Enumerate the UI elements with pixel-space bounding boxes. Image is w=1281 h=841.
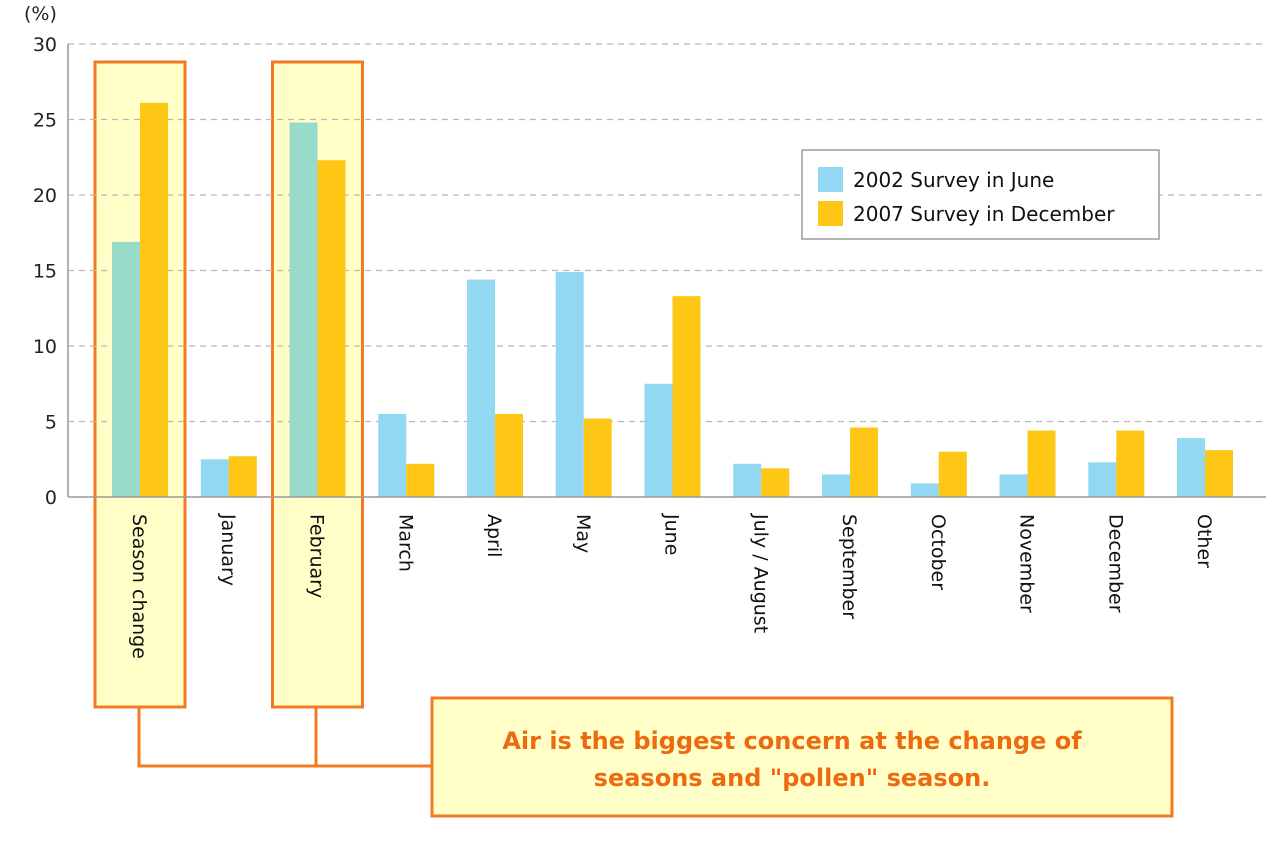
x-label-january: January xyxy=(217,513,239,586)
legend-box xyxy=(801,149,1160,240)
y-tick-label: 10 xyxy=(33,336,57,358)
bar-season-change-2007 xyxy=(140,102,168,497)
bar-july-august-2002 xyxy=(733,463,762,497)
bar-november-2007 xyxy=(1027,430,1056,497)
legend: 2002 Survey in June 2007 Survey in Decem… xyxy=(801,149,1160,240)
bar-season-change-2002 xyxy=(112,241,140,497)
bar-july-august-2007 xyxy=(761,468,790,497)
bar-january-2002 xyxy=(200,459,229,497)
bar-february-2007 xyxy=(317,160,346,497)
x-label-march: March xyxy=(394,514,416,572)
x-label-other: Other xyxy=(1193,514,1215,568)
bar-may-2007 xyxy=(583,418,612,497)
bar-february-2002 xyxy=(289,122,318,498)
bar-may-2002 xyxy=(555,272,584,497)
bar-march-2007 xyxy=(406,463,435,497)
y-tick-label: 30 xyxy=(33,34,57,56)
callout-connector-line xyxy=(137,707,432,768)
legend-label-2002: 2002 Survey in June xyxy=(853,168,1054,192)
bar-december-2007 xyxy=(1116,430,1145,497)
y-tick-label: 0 xyxy=(45,487,57,509)
bar-october-2002 xyxy=(910,483,939,497)
bar-october-2007 xyxy=(938,451,967,497)
y-axis-unit-label: (%) xyxy=(24,3,57,25)
x-label-september: September xyxy=(838,514,860,619)
bar-december-2002 xyxy=(1088,462,1117,497)
x-label-october: October xyxy=(927,514,949,590)
bar-january-2007 xyxy=(228,456,257,497)
x-label-july-august: July / August xyxy=(749,513,771,633)
legend-swatch-2002 xyxy=(818,167,843,192)
bar-april-2007 xyxy=(495,413,523,497)
y-tick-label: 25 xyxy=(33,110,57,132)
legend-label-2007: 2007 Survey in December xyxy=(853,202,1115,226)
bar-november-2002 xyxy=(999,474,1028,497)
legend-swatch-2007 xyxy=(818,201,843,226)
callout-box xyxy=(430,696,1174,818)
bar-june-2007 xyxy=(672,296,701,497)
x-label-february: February xyxy=(306,514,328,598)
y-axis-ticks: 0 5 10 15 20 25 30 xyxy=(33,34,57,509)
bar-june-2002 xyxy=(644,383,673,497)
bar-april-2002 xyxy=(467,279,495,497)
bar-september-2007 xyxy=(850,427,878,497)
bar-september-2002 xyxy=(822,474,850,497)
x-label-november: November xyxy=(1016,514,1038,613)
bar-march-2002 xyxy=(378,413,407,497)
x-label-season-change: Season change xyxy=(128,514,150,659)
y-tick-label: 5 xyxy=(45,412,57,434)
x-label-december: December xyxy=(1104,514,1126,613)
y-tick-label: 20 xyxy=(33,185,57,207)
x-label-may: May xyxy=(572,514,594,553)
y-tick-label: 15 xyxy=(33,261,57,283)
x-label-june: June xyxy=(661,513,683,555)
callout-text-line-1: Air is the biggest concern at the change… xyxy=(502,727,1082,755)
bars xyxy=(112,102,1233,498)
bar-other-2002 xyxy=(1177,438,1205,497)
x-axis-category-labels: Season change January February March April Ma… xyxy=(128,513,1215,659)
callout-text-line-2: seasons and "pollen" season. xyxy=(594,764,991,792)
annotation-callout: Air is the biggest concern at the change… xyxy=(137,696,1174,818)
x-label-april: April xyxy=(483,514,505,557)
bar-other-2007 xyxy=(1205,450,1233,497)
